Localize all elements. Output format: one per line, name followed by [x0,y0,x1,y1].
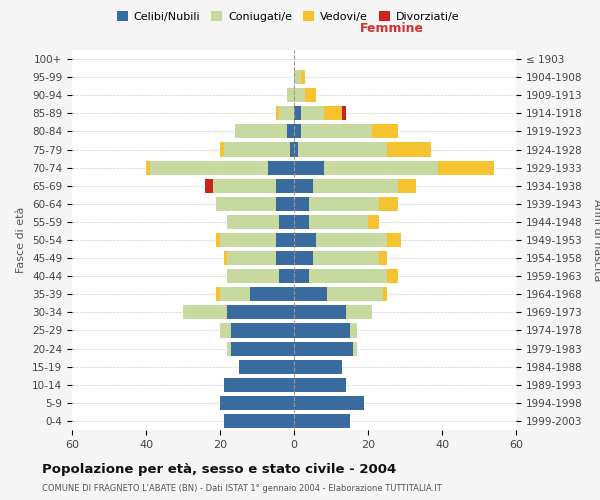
Bar [275,251,294,265]
Bar [294,251,313,265]
Bar [294,287,328,302]
Bar [342,106,346,120]
Bar [379,197,398,211]
Bar [372,124,398,138]
Bar [287,88,294,102]
Bar [220,142,224,156]
Bar [294,160,323,174]
Bar [294,269,309,283]
Bar [294,324,349,338]
Bar [227,269,279,283]
Bar [224,142,290,156]
Bar [294,197,309,211]
Bar [279,106,294,120]
Bar [224,251,227,265]
Bar [217,233,220,247]
Bar [294,215,309,229]
Bar [235,124,287,138]
Bar [438,160,494,174]
Bar [231,342,294,355]
Bar [224,414,294,428]
Bar [301,106,323,120]
Bar [294,360,342,374]
Bar [313,178,398,193]
Bar [294,414,349,428]
Legend: Celibi/Nubili, Coniugati/e, Vedovi/e, Divorziati/e: Celibi/Nubili, Coniugati/e, Vedovi/e, Di… [113,8,463,25]
Bar [227,306,294,320]
Bar [227,251,275,265]
Bar [316,233,386,247]
Bar [301,70,305,84]
Bar [294,233,316,247]
Bar [368,215,379,229]
Bar [294,396,364,410]
Bar [220,233,275,247]
Bar [250,287,294,302]
Bar [398,178,416,193]
Bar [217,287,220,302]
Bar [227,342,231,355]
Bar [275,178,294,193]
Bar [231,324,294,338]
Bar [294,124,301,138]
Bar [275,233,294,247]
Bar [224,378,294,392]
Bar [290,142,294,156]
Bar [279,215,294,229]
Bar [275,197,294,211]
Bar [146,160,150,174]
Text: Femmine: Femmine [359,22,424,35]
Bar [313,251,379,265]
Bar [353,342,357,355]
Bar [386,142,431,156]
Bar [294,178,313,193]
Bar [294,306,346,320]
Bar [294,342,353,355]
Bar [294,70,301,84]
Bar [294,378,346,392]
Bar [386,269,398,283]
Bar [323,106,342,120]
Bar [301,124,372,138]
Bar [294,88,305,102]
Bar [212,178,275,193]
Bar [328,287,383,302]
Bar [383,287,386,302]
Bar [309,197,379,211]
Bar [220,324,231,338]
Bar [379,251,386,265]
Bar [309,269,386,283]
Bar [305,88,316,102]
Bar [220,287,250,302]
Bar [386,233,401,247]
Bar [294,106,301,120]
Y-axis label: Anni di nascita: Anni di nascita [592,198,600,281]
Bar [294,142,298,156]
Bar [268,160,294,174]
Bar [217,197,275,211]
Bar [279,269,294,283]
Bar [346,306,372,320]
Text: COMUNE DI FRAGNETO L'ABATE (BN) - Dati ISTAT 1° gennaio 2004 - Elaborazione TUTT: COMUNE DI FRAGNETO L'ABATE (BN) - Dati I… [42,484,442,493]
Bar [349,324,357,338]
Bar [309,215,368,229]
Bar [275,106,279,120]
Text: Popolazione per età, sesso e stato civile - 2004: Popolazione per età, sesso e stato civil… [42,462,396,475]
Bar [287,124,294,138]
Bar [227,215,279,229]
Bar [323,160,438,174]
Bar [239,360,294,374]
Y-axis label: Fasce di età: Fasce di età [16,207,26,273]
Bar [150,160,268,174]
Bar [205,178,212,193]
Bar [183,306,227,320]
Bar [220,396,294,410]
Bar [298,142,386,156]
